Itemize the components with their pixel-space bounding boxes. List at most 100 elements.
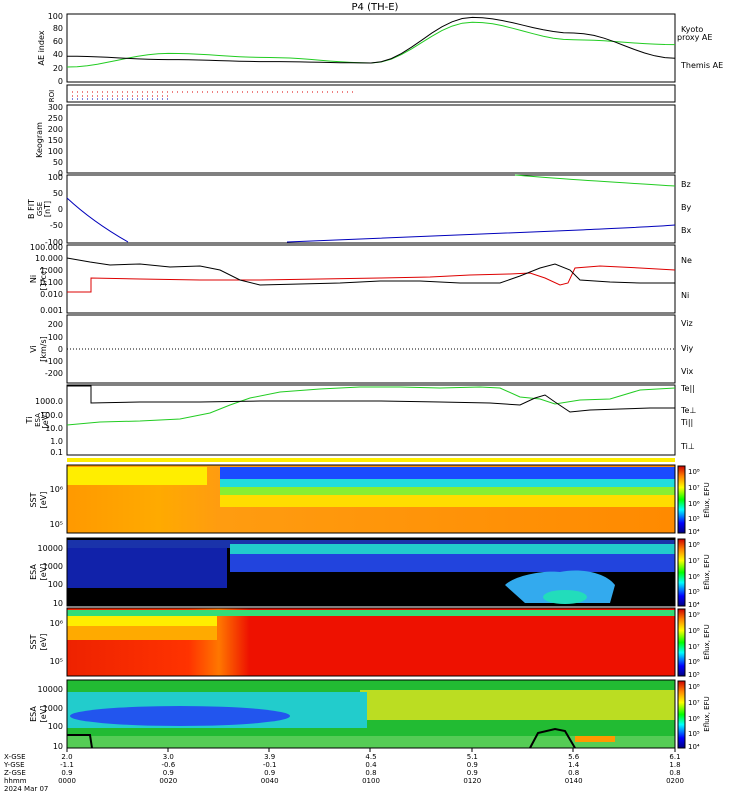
esa-i-burst-outline — [529, 727, 576, 749]
vi-ylabel-2: [km/s] — [39, 336, 48, 362]
xaxis-col-4-y: 0.9 — [467, 761, 478, 769]
xaxis-col-5-x: 5.6 — [568, 753, 580, 761]
cbar-2-tick-4: 10⁴ — [688, 601, 700, 609]
ae-ylabel: AE index — [37, 30, 46, 65]
keogram-ytick-250: 250 — [48, 114, 63, 123]
xaxis-col-2-y: -0.1 — [263, 761, 277, 769]
sst-e-top-yellow — [67, 467, 207, 485]
themis-ae-line — [67, 16, 676, 64]
esa-e-ylabel-1: ESA — [29, 564, 38, 580]
xaxis-col-1-x: 3.0 — [163, 753, 174, 761]
xaxis-col-3-t: 0100 — [362, 777, 380, 785]
bx-curve-late — [286, 224, 676, 243]
esa-i-blue-blob — [70, 706, 290, 726]
cbar-4-tick-4: 10⁴ — [688, 743, 700, 751]
cbar-3 — [677, 608, 686, 677]
ti-ytick-0.1: 0.1 — [50, 448, 63, 457]
bfgm-ylabel-2: GSE — [36, 202, 44, 216]
legend-kyoto: Kyoto — [681, 25, 703, 34]
vi-ytick-0: 0 — [58, 345, 63, 354]
ni-ytick-0.001: 0.001 — [40, 306, 63, 315]
vi-ylabel-1: Vi — [29, 345, 38, 353]
cbar-4-label: Eflux, EFU — [703, 696, 711, 731]
ti-panel: Ti ESA [eV] 1000.0 100.0 10.0 1.0 0.1 Te… — [25, 384, 696, 457]
vi-panel: Vi [km/s] 200 100 0 -100 -200 Viz Viy Vi… — [29, 319, 694, 378]
bfgm-ytick-100: 100 — [48, 173, 63, 182]
cbar-4 — [677, 680, 686, 749]
ni-ylabel-2: [1/cc] — [39, 268, 48, 291]
legend-ni: Ni — [681, 291, 689, 300]
keogram-ylabel: Keogram — [35, 122, 44, 158]
xaxis-col-0-z: 0.9 — [61, 769, 72, 777]
keogram-ytick-200: 200 — [48, 125, 63, 134]
state-bar — [67, 458, 675, 462]
ni-ytick-100: 100.000 — [30, 243, 63, 252]
cbar-1-tick-2: 10⁶ — [688, 500, 700, 508]
keogram-ytick-100: 100 — [48, 147, 63, 156]
xaxis-col-2-x: 3.9 — [264, 753, 275, 761]
legend-te-par: Te|| — [680, 384, 695, 393]
ae-ytick-40: 40 — [53, 50, 63, 59]
sst-e-top-blue — [220, 467, 675, 479]
ae-ytick-100: 100 — [48, 12, 63, 21]
ti-ytick-1: 1.0 — [50, 437, 63, 446]
esa-e-ytick-10: 10 — [53, 599, 63, 608]
ni-ytick-1: 1.000 — [40, 266, 63, 275]
esa-electron-panel: ESA [eV] 10000 1000 100 10 — [29, 537, 676, 608]
xaxis-col-1-t: 0020 — [159, 777, 177, 785]
xaxis-col-0-x: 2.0 — [61, 753, 72, 761]
legend-bz: Bz — [681, 180, 691, 189]
row-label-y-gse: Y-GSE — [3, 761, 25, 769]
row-label-z-gse: Z-GSE — [4, 769, 26, 777]
sst-e-top-cyan — [220, 479, 675, 487]
esa-e-ytick-100: 100 — [48, 580, 63, 589]
legend-by: By — [681, 203, 691, 212]
sst-e-ylabel-1: SST — [29, 492, 38, 507]
ni-ytick-10: 10.000 — [35, 254, 63, 263]
esa-i-ylabel-1: ESA — [29, 706, 38, 722]
ti-ylabel-3: [eV] — [41, 412, 50, 429]
legend-proxy-ae: proxy AE — [677, 33, 712, 42]
esa-i-orange-blob — [575, 736, 615, 742]
ae-ytick-0: 0 — [58, 77, 63, 86]
bfgm-panel-frame — [66, 174, 676, 244]
xaxis-col-3-x: 4.5 — [365, 753, 376, 761]
sst-i-ytick-1e5: 10⁵ — [50, 657, 63, 666]
vi-ytick-m200: -200 — [45, 369, 63, 378]
esa-e-burst-core — [543, 590, 587, 604]
cbar-2 — [677, 538, 686, 607]
esa-i-ytick-100: 100 — [48, 722, 63, 731]
legend-viz: Viz — [681, 319, 693, 328]
bfgm-panel: B FIT GSE [nT] 100 50 0 -50 -100 Bz By B… — [27, 173, 691, 247]
sst-i-ylabel-1: SST — [29, 634, 38, 649]
sst-e-mid-yellow — [220, 495, 675, 507]
ni-panel-frame — [66, 244, 676, 314]
cbar-1-tick-3: 10⁵ — [688, 515, 700, 523]
esa-i-spacecraft-potential — [67, 734, 93, 749]
cbar-2-tick-3: 10⁵ — [688, 588, 700, 596]
ae-ytick-60: 60 — [53, 37, 63, 46]
ti-panel-frame — [66, 384, 676, 456]
xaxis-col-5-y: 1.4 — [568, 761, 580, 769]
legend-themis-ae: Themis AE — [680, 61, 723, 70]
ni-line — [66, 257, 675, 286]
panel-frames — [66, 13, 676, 456]
esa-i-yellow-band — [360, 690, 675, 720]
ae-ytick-80: 80 — [53, 24, 63, 33]
ti-ylabel-2: ESA — [34, 413, 42, 427]
xaxis-col-4-t: 0120 — [463, 777, 481, 785]
xaxis-col-4-x: 5.1 — [467, 753, 478, 761]
cbar-2-tick-1: 10⁷ — [688, 557, 700, 565]
keogram-panel: Keogram 300 250 200 150 100 50 0 — [35, 103, 63, 178]
ti-ytick-100: 100.0 — [40, 411, 63, 420]
bfgm-ytick-50: 50 — [53, 189, 63, 198]
esa-e-ylabel-2: [eV] — [39, 564, 48, 581]
legend-vix: Vix — [681, 367, 694, 376]
xaxis-col-3-z: 0.8 — [365, 769, 376, 777]
esa-ion-panel: ESA [eV] 10000 1000 100 10 — [29, 679, 676, 751]
cbar-4-tick-2: 10⁶ — [688, 715, 700, 723]
cbar-1-tick-0: 10⁸ — [688, 468, 700, 476]
esa-e-ytick-1000: 1000 — [43, 562, 63, 571]
legend-ne: Ne — [681, 256, 692, 265]
